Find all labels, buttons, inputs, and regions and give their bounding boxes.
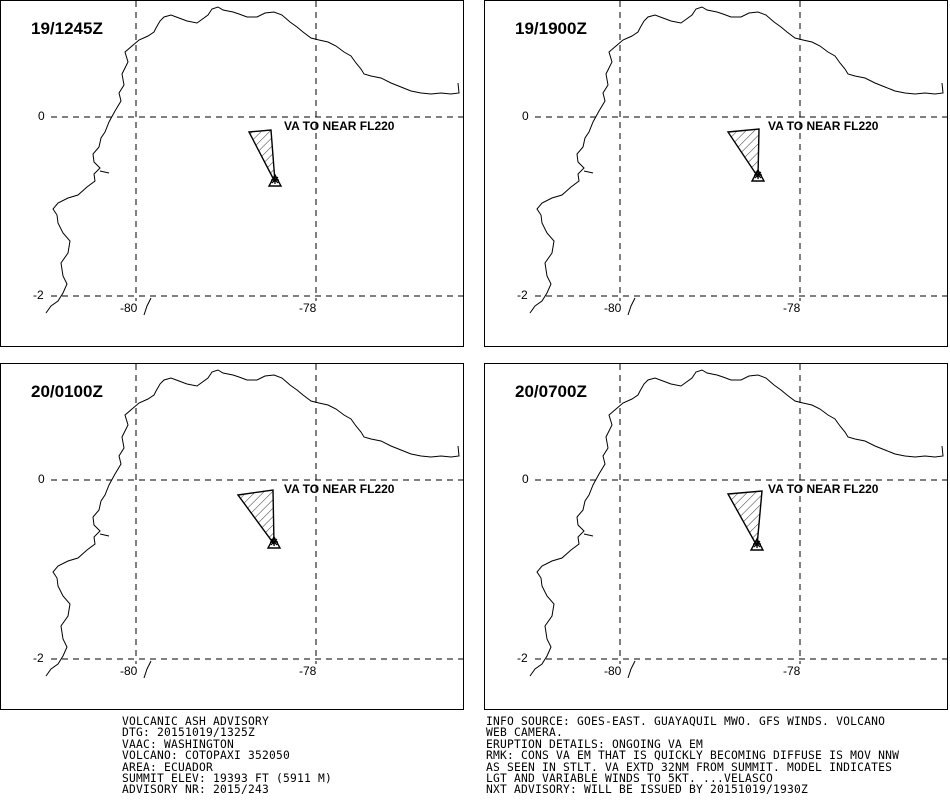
lon-tick-label: -80: [120, 664, 138, 678]
volcano-star-icon: [754, 171, 762, 179]
panel-valid-time: 19/1245Z: [31, 19, 103, 38]
ash-height-label: VA TO NEAR FL220: [284, 119, 395, 133]
coastline: [45, 369, 460, 677]
lon-tick-label: -78: [299, 301, 317, 315]
coastline-inlet: [583, 533, 594, 537]
advisory-line: AS SEEN IN STLT. VA EXTD 32NM FROM SUMMI…: [486, 760, 893, 774]
advisory-line: NXT ADVISORY: WILL BE ISSUED BY 20151019…: [486, 783, 809, 797]
ash-height-label: VA TO NEAR FL220: [284, 482, 395, 496]
advisory-line: LGT AND VARIABLE WINDS TO 5KT. ...VELASC…: [486, 772, 774, 786]
advisory-line: RMK: CONS VA EM THAT IS QUICKLY BECOMING…: [486, 749, 900, 763]
lon-tick-label: -80: [120, 301, 138, 315]
island-outline: [627, 660, 636, 679]
advisory-line: VAAC: WASHINGTON: [122, 737, 235, 751]
lat-tick-label: -2: [33, 651, 44, 665]
map-canvas: [45, 1, 463, 316]
coastline-inlet: [99, 533, 110, 537]
ash-height-label: VA TO NEAR FL220: [768, 119, 879, 133]
lon-tick-label: -78: [783, 664, 801, 678]
forecast-panel-3: 20/0100Z 0 -2 -80 -78 VA TO NEAR FL220: [0, 363, 464, 710]
volcano-star-icon: [271, 176, 279, 184]
forecast-panel-4: 20/0700Z 0 -2 -80 -78 VA TO NEAR FL220: [484, 363, 948, 710]
advisory-line: ADVISORY NR: 2015/243: [122, 783, 270, 797]
coastline: [45, 6, 460, 314]
lon-tick-label: -78: [299, 664, 317, 678]
ash-cloud-polygon: [247, 129, 276, 183]
lat-tick-label: 0: [38, 109, 45, 123]
island-outline: [627, 297, 636, 316]
lon-tick-label: -80: [604, 301, 622, 315]
island-outline: [143, 297, 152, 316]
lat-tick-label: 0: [38, 472, 45, 486]
volcano-star-icon: [753, 540, 761, 548]
forecast-panel-1: 19/1245Z 0 -2 -80 -78 VA TO NEAR FL220: [0, 0, 464, 347]
lon-tick-label: -78: [783, 301, 801, 315]
ash-cloud-polygon: [726, 490, 763, 549]
map-canvas: [529, 364, 947, 679]
lat-tick-label: -2: [517, 651, 528, 665]
map-canvas: [45, 364, 463, 679]
advisory-line: ERUPTION DETAILS: ONGOING VA EM: [486, 737, 704, 751]
advisory-line: VOLCANIC ASH ADVISORY: [122, 715, 270, 728]
panel-valid-time: 19/1900Z: [515, 19, 587, 38]
lat-tick-label: -2: [33, 288, 44, 302]
island-outline: [143, 660, 152, 679]
coastline-inlet: [583, 170, 594, 174]
advisory-line: AREA: ECUADOR: [122, 760, 214, 774]
advisory-line: SUMMIT ELEV: 19393 FT (5911 M): [122, 772, 333, 786]
panel-valid-time: 20/0100Z: [31, 382, 103, 401]
advisory-line: WEB CAMERA.: [486, 726, 564, 740]
forecast-panel-2: 19/1900Z 0 -2 -80 -78 VA TO NEAR FL220: [484, 0, 948, 347]
lat-tick-label: 0: [522, 109, 529, 123]
volcano-star-icon: [270, 538, 278, 546]
lon-tick-label: -80: [604, 664, 622, 678]
coastline: [529, 369, 944, 677]
advisory-line: INFO SOURCE: GOES-EAST. GUAYAQUIL MWO. G…: [486, 715, 886, 728]
coastline: [529, 6, 944, 314]
advisory-remarks-block: INFO SOURCE: GOES-EAST. GUAYAQUIL MWO. G…: [486, 716, 899, 796]
panel-valid-time: 20/0700Z: [515, 382, 587, 401]
advisory-line: VOLCANO: COTOPAXI 352050: [122, 749, 291, 763]
lat-tick-label: -2: [517, 288, 528, 302]
ash-cloud-polygon: [726, 128, 760, 180]
coastline-inlet: [99, 170, 110, 174]
map-canvas: [529, 1, 947, 316]
advisory-header-block: VOLCANIC ASH ADVISORY DTG: 20151019/1325Z…: [122, 716, 332, 796]
ash-height-label: VA TO NEAR FL220: [768, 482, 879, 496]
lat-tick-label: 0: [522, 472, 529, 486]
advisory-line: DTG: 20151019/1325Z: [122, 726, 256, 740]
ash-cloud-polygon: [236, 489, 275, 547]
